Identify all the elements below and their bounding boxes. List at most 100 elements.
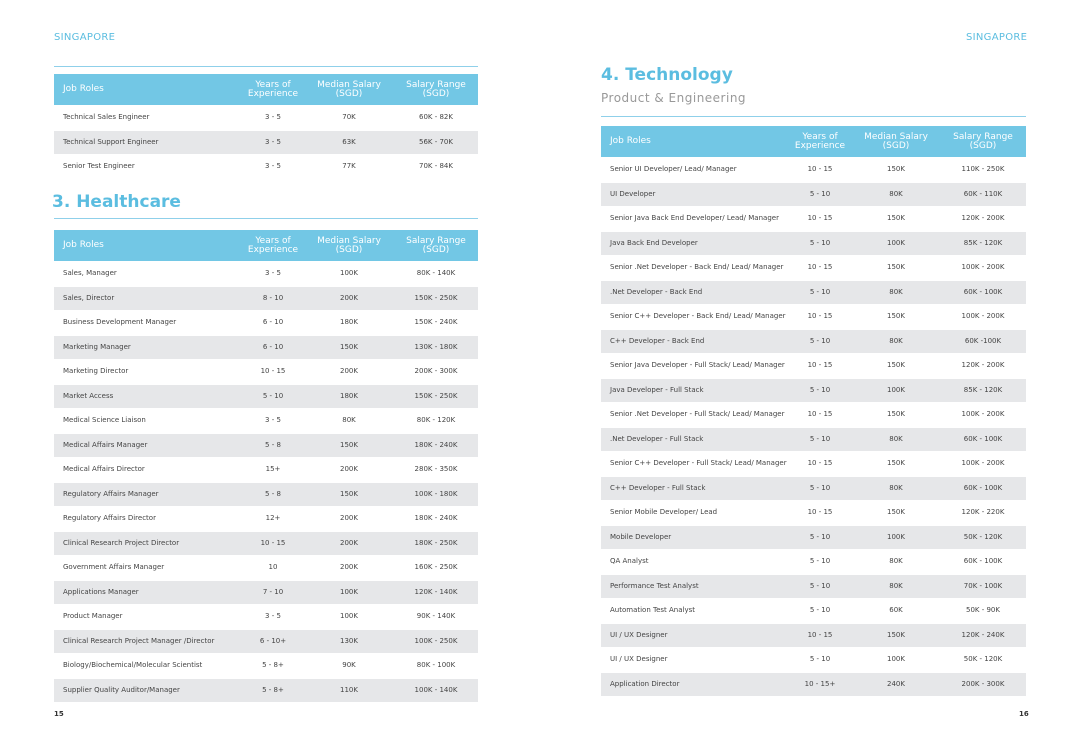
table-cell: 180K [340, 318, 358, 327]
table-header: Job Roles Years of Experience Median Salar… [601, 126, 1026, 157]
table-cell: 10 - 15 [807, 630, 833, 639]
section-title: 4. Technology [601, 65, 733, 85]
table-cell: 60K - 100K [963, 483, 1003, 492]
table-cell: 200K [340, 538, 358, 547]
table-row: Senior C++ Developer - Back End/ Lead/ M… [601, 305, 1026, 329]
table-cell: 50K - 90K [966, 606, 1000, 615]
table-row: Senior Mobile Developer/ Lead 10 - 15 150K… [601, 501, 1026, 525]
table-cell: Business Development Manager [63, 318, 177, 327]
table-cell: 5 - 8+ [262, 685, 284, 694]
table-cell: Mobile Developer [610, 532, 672, 541]
table-cell: 200K - 300K [414, 367, 458, 376]
table-cell: Application Director [610, 679, 680, 688]
table-row: C++ Developer - Full Stack 5 - 10 80K 60K -… [601, 476, 1026, 500]
table-row: Mobile Developer 5 - 10 100K 50K - 120K [601, 525, 1026, 549]
table-row: Automation Test Analyst 5 - 10 60K 50K - 90… [601, 599, 1026, 623]
table-cell: 80K [889, 336, 903, 345]
table-cell: Medical Science Liaison [63, 416, 146, 425]
table-cell: Senior .Net Developer - Back End/ Lead/ … [610, 263, 784, 272]
table-cell: 200K [340, 514, 358, 523]
table-cell: Senior Test Engineer [63, 162, 135, 171]
table-cell: 150K [887, 410, 905, 419]
table-cell: 12+ [265, 514, 281, 523]
table-cell: .Net Developer - Full Stack [610, 434, 704, 443]
table-cell: QA Analyst [610, 557, 649, 566]
table-row: Sales, Director 8 - 10 200K 150K - 250K [54, 286, 478, 310]
table-row: Senior Java Back End Developer/ Lead/ Ma… [601, 207, 1026, 231]
table-cell: Market Access [63, 391, 114, 400]
table-row: Biology/Biochemical/Molecular Scientist 5… [54, 654, 478, 678]
table-row: Java Back End Developer 5 - 10 100K 85K - 1… [601, 231, 1026, 255]
page-number: 15 [54, 710, 64, 718]
table-cell: 150K - 250K [414, 293, 458, 302]
table-cell: Medical Affairs Manager [63, 440, 148, 449]
table-row: Product Manager 3 - 5 100K 90K - 140K [54, 605, 478, 629]
table-cell: 56K - 70K [419, 137, 453, 146]
column-header: Years of Experience [247, 235, 299, 255]
divider [54, 218, 478, 219]
table-row: C++ Developer - Back End 5 - 10 80K 60K -10… [601, 329, 1026, 353]
table-cell: 100K - 140K [414, 685, 458, 694]
table-cell: Government Affairs Manager [63, 563, 165, 572]
table-row: Clinical Research Project Manager /Direc… [54, 629, 478, 653]
table-cell: Sales, Director [63, 293, 115, 302]
table-cell: 120K - 140K [414, 587, 458, 596]
table-cell: UI / UX Designer [610, 655, 668, 664]
column-header: Job Roles [610, 136, 651, 146]
table-cell: 50K - 120K [963, 655, 1003, 664]
table-cell: Product Manager [63, 612, 123, 621]
table-cell: 77K [342, 162, 356, 171]
table-cell: Senior Java Back End Developer/ Lead/ Ma… [610, 214, 779, 223]
table-row: .Net Developer - Full Stack 5 - 10 80K 60K … [601, 427, 1026, 451]
table-cell: 10 - 15 [807, 361, 833, 370]
table-cell: 80K - 120K [416, 416, 456, 425]
table-cell: 180K [340, 391, 358, 400]
table-cell: 10 - 15+ [804, 679, 836, 688]
table-row: Applications Manager 7 - 10 100K 120K - 140… [54, 580, 478, 604]
table-row: Regulatory Affairs Manager 5 - 8 150K 100K … [54, 482, 478, 506]
table-cell: 5 - 10 [809, 581, 831, 590]
table-row: Marketing Director 10 - 15 200K 200K - 300K [54, 360, 478, 384]
table-cell: 150K [887, 312, 905, 321]
table-cell: Senior C++ Developer - Full Stack/ Lead/… [610, 459, 787, 468]
table-cell: 7 - 10 [262, 587, 284, 596]
column-header: Salary Range (SGD) [406, 79, 466, 99]
table-row: Medical Science Liaison 3 - 5 80K 80K - 120… [54, 409, 478, 433]
table-row: Supplier Quality Auditor/Manager 5 - 8+ 11… [54, 678, 478, 702]
column-header: Salary Range (SGD) [953, 131, 1013, 151]
table-cell: Senior UI Developer/ Lead/ Manager [610, 165, 737, 174]
column-header: Median Salary (SGD) [317, 79, 381, 99]
table-cell: 10 - 15 [807, 410, 833, 419]
table-cell: 120K - 200K [961, 214, 1005, 223]
table-cell: 5 - 8+ [262, 661, 284, 670]
table-row: Performance Test Analyst 5 - 10 80K 70K - 1… [601, 574, 1026, 598]
table-cell: 6 - 10+ [259, 636, 287, 645]
table-cell: 80K [889, 287, 903, 296]
table-cell: C++ Developer - Back End [610, 336, 705, 345]
table-cell: 3 - 5 [265, 269, 281, 278]
table-cell: 70K [342, 113, 356, 122]
table-cell: 5 - 10 [809, 606, 831, 615]
table-cell: 200K [340, 465, 358, 474]
table-cell: 160K - 250K [414, 563, 458, 572]
table-cell: 60K -100K [964, 336, 1002, 345]
table-cell: Senior Java Developer - Full Stack/ Lead… [610, 361, 785, 370]
table-cell: Supplier Quality Auditor/Manager [63, 685, 180, 694]
table-cell: 80K [889, 483, 903, 492]
section-subtitle: Product & Engineering [601, 91, 747, 105]
table-row: Government Affairs Manager 10 200K 160K - 2… [54, 556, 478, 580]
table-cell: 200K [340, 293, 358, 302]
table-cell: 6 - 10 [262, 318, 284, 327]
table-row: Java Developer - Full Stack 5 - 10 100K 85K… [601, 378, 1026, 402]
table-cell: 5 - 8 [265, 489, 281, 498]
page-number: 16 [1019, 710, 1029, 718]
table-cell: 80K [342, 416, 356, 425]
table-row: Senior .Net Developer - Full Stack/ Lead… [601, 403, 1026, 427]
table-cell: 200K - 300K [961, 679, 1005, 688]
table-cell: 120K - 220K [961, 508, 1005, 517]
table-cell: Performance Test Analyst [610, 581, 699, 590]
table-row: Market Access 5 - 10 180K 150K - 250K [54, 384, 478, 408]
table-row: UI / UX Designer 10 - 15 150K 120K - 240K [601, 623, 1026, 647]
table-row: Technical Support Engineer 3 - 5 63K 56K - … [54, 130, 478, 154]
